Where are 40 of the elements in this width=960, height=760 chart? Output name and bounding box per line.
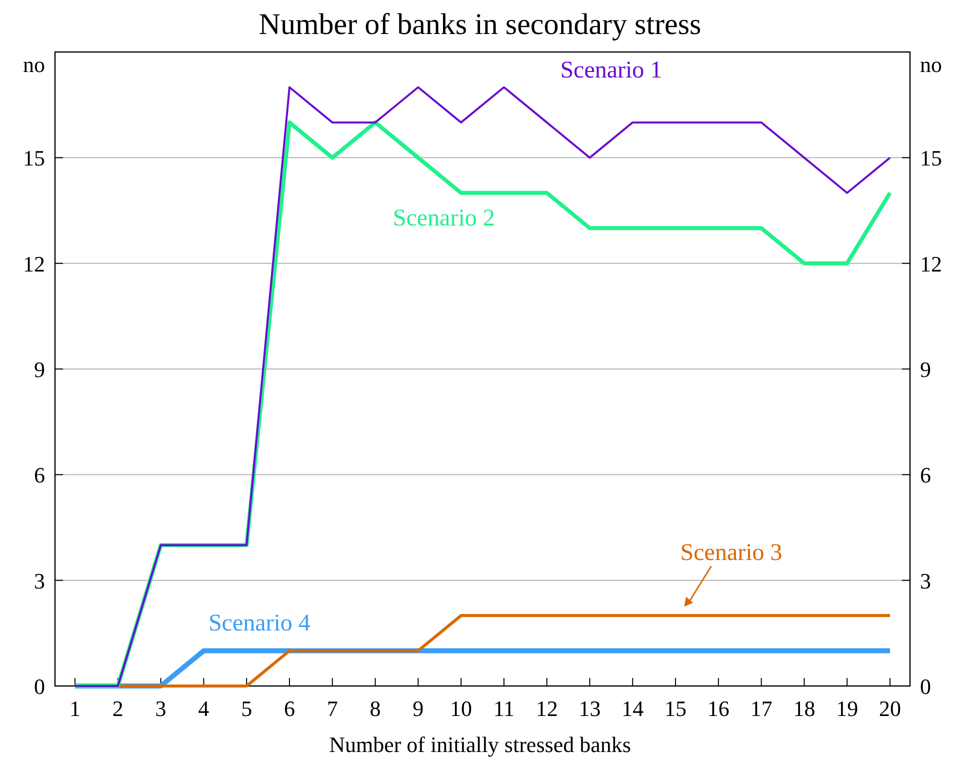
x-tick-label: 16 — [707, 696, 730, 721]
x-tick-label: 3 — [155, 696, 166, 721]
x-tick-label: 6 — [284, 696, 295, 721]
x-tick-label: 14 — [622, 696, 644, 721]
y-axis-title: no — [23, 52, 45, 77]
x-tick-label: 7 — [326, 696, 338, 721]
x-tick-label: 17 — [750, 696, 772, 721]
text: Scenario 3 — [680, 540, 782, 566]
x-tick-label: 15 — [664, 696, 687, 721]
y2-tick-label: 12 — [920, 251, 942, 276]
y-tick-label: 6 — [34, 462, 45, 488]
x-tick-label: 19 — [836, 696, 858, 721]
x-tick-label: 2 — [112, 696, 124, 721]
y2-tick-label: 6 — [920, 462, 931, 488]
x-tick-label: 11 — [493, 696, 515, 721]
y2-tick-label: 0 — [920, 674, 931, 699]
x-tick-label: 20 — [879, 696, 901, 721]
series-label: Scenario 4 — [208, 610, 310, 637]
x-tick-label: 18 — [793, 696, 816, 721]
chart-title: Number of banks in secondary stress — [258, 8, 702, 41]
x-tick-label: 12 — [536, 696, 558, 721]
x-tick-label: 13 — [578, 696, 601, 721]
x-tick-label: 4 — [198, 696, 210, 721]
x-tick-label: 8 — [370, 696, 381, 721]
series-label: Scenario 1 — [560, 58, 662, 84]
x-tick-label: 9 — [412, 696, 424, 721]
y-tick-label: 3 — [34, 568, 45, 594]
y-tick-label: 9 — [34, 357, 45, 382]
x-axis-title: Number of initially stressed banks — [329, 732, 631, 757]
x-tick-label: 1 — [70, 696, 80, 721]
x-tick-label: 10 — [450, 696, 472, 721]
y-tick-label: 0 — [34, 674, 45, 699]
x-tick-label: 5 — [241, 696, 252, 721]
y2-tick-label: 15 — [920, 146, 942, 171]
y2-axis-title: no — [920, 52, 942, 77]
y-tick-label: 12 — [23, 251, 45, 276]
y2-tick-label: 9 — [920, 357, 931, 382]
series-label: Scenario 2 — [392, 206, 495, 232]
y-tick-label: 15 — [23, 146, 45, 171]
y2-tick-label: 3 — [920, 568, 931, 594]
